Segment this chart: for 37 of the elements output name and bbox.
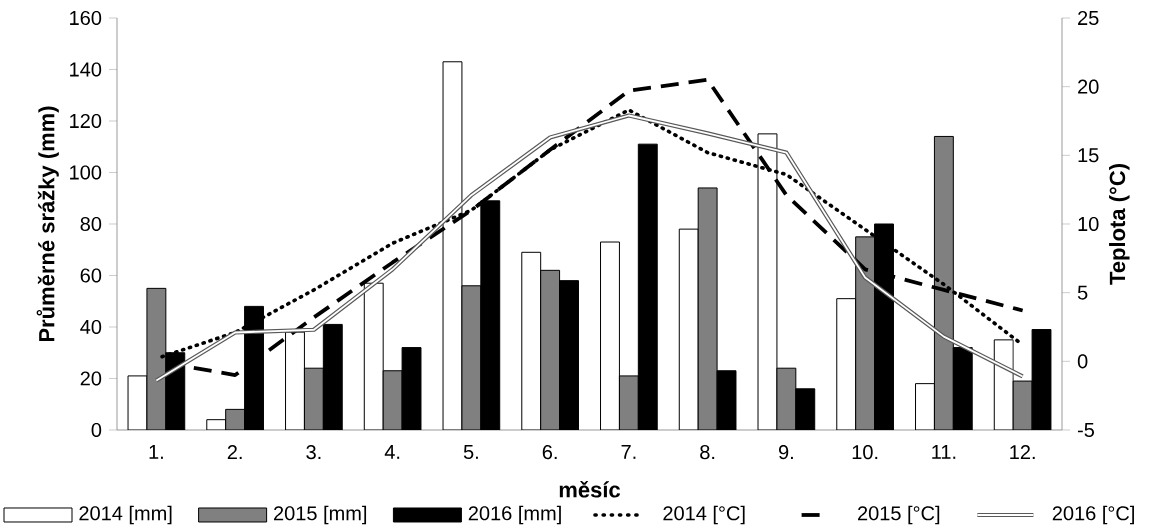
legend-label: 2014 [°C]	[663, 505, 745, 525]
y2-tick-label: 15	[1078, 148, 1099, 163]
x-tick-label: 4.	[384, 445, 400, 459]
y-tick-label: 80	[80, 216, 102, 232]
y-tick-label: 60	[80, 268, 102, 283]
y2-tick-label: 0	[1077, 354, 1088, 369]
y2-axis-title: Teplota (°C)	[1109, 164, 1130, 285]
y-tick-label: 0	[91, 422, 102, 438]
y-tick-label: 160	[70, 10, 102, 26]
legend-label: 2015 [mm]	[274, 505, 367, 525]
x-tick-label: 12.	[1010, 445, 1035, 460]
legend-label: 2016 [mm]	[468, 505, 561, 525]
y-tick-label: 20	[80, 371, 102, 386]
x-tick-label: 5.	[463, 445, 478, 459]
x-tick-label: 10.	[852, 445, 878, 460]
x-tick-label: 11.	[932, 445, 956, 459]
y2-tick-label: -5	[1077, 423, 1095, 437]
y-tick-label: 120	[70, 113, 102, 129]
y2-tick-label: 25	[1078, 10, 1099, 26]
x-tick-label: 1.	[149, 445, 163, 459]
legend-label: 2016 [°C]	[1052, 505, 1134, 525]
x-tick-label: 9.	[778, 445, 793, 460]
y-tick-label: 100	[70, 165, 102, 180]
y2-tick-label: 5	[1077, 285, 1088, 300]
y2-tick-label: 20	[1078, 79, 1099, 94]
y-tick-label: 40	[80, 319, 102, 335]
y-axis-title: Průměrné srážky (mm)	[36, 106, 59, 342]
x-tick-label: 2.	[227, 445, 242, 460]
x-tick-label: 8.	[700, 445, 715, 460]
x-tick-label: 6.	[542, 445, 557, 460]
x-tick-label: 3.	[306, 445, 321, 460]
legend-label: 2014 [mm]	[79, 505, 172, 525]
y2-tick-label: 10	[1078, 216, 1099, 232]
y-tick-label: 140	[70, 62, 102, 77]
legend-label: 2015 [°C]	[858, 505, 940, 525]
x-tick-label: 7.	[621, 445, 636, 459]
x-axis-title: měsíc	[559, 480, 621, 498]
